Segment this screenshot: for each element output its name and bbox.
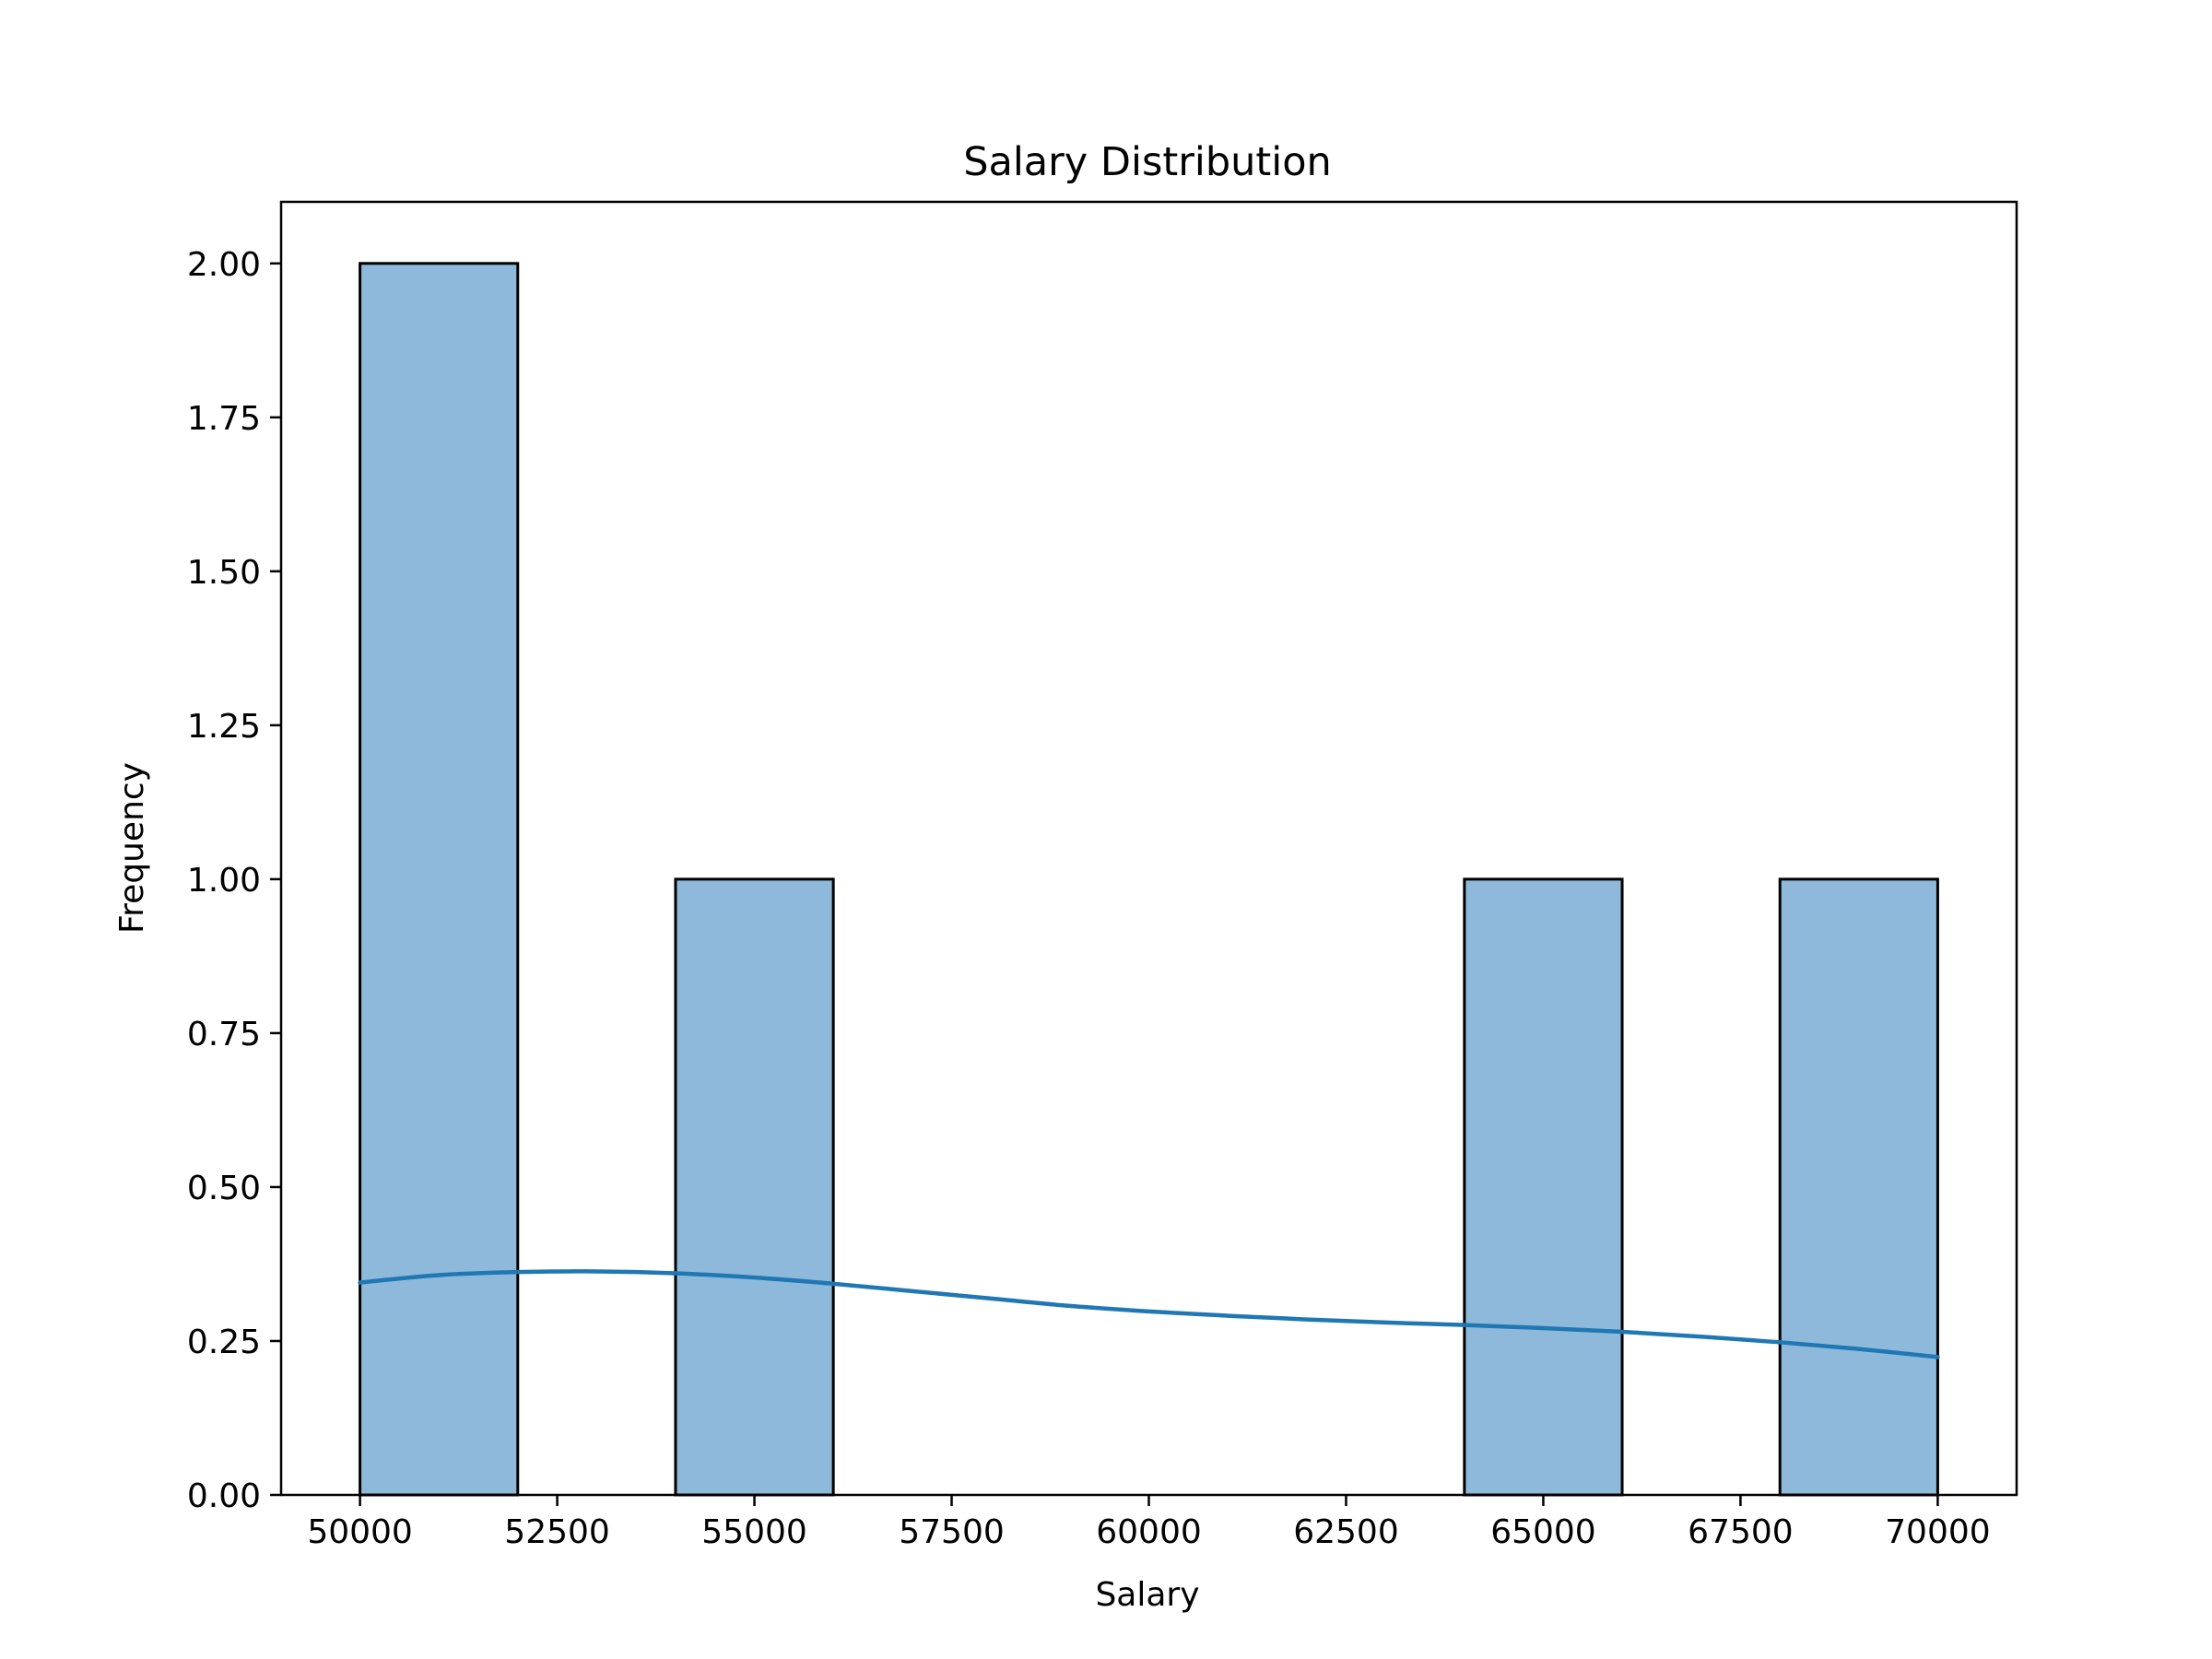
x-axis-ticks: 50000 52500 55000 57500 60000 62500 65000 67500…	[307, 1495, 1991, 1551]
x-tick-label: 67500	[1688, 1513, 1794, 1551]
histogram-bar-4	[1778, 877, 1939, 1497]
histogram-bar-1	[359, 262, 520, 1497]
x-tick-label: 50000	[307, 1513, 413, 1551]
x-tick-label: 60000	[1096, 1513, 1202, 1551]
y-axis-label: Frequency	[113, 762, 151, 934]
chart-title: Salary Distribution	[963, 139, 1332, 185]
kde-line	[358, 1269, 1940, 1359]
y-tick-label: 1.50	[187, 554, 261, 592]
y-tick-label: 0.25	[187, 1324, 261, 1361]
y-tick-label: 0.50	[187, 1170, 261, 1207]
x-tick-label: 52500	[504, 1513, 610, 1551]
histogram-bar-2	[674, 877, 835, 1497]
y-tick-label: 1.00	[187, 862, 261, 900]
bars-group	[359, 262, 1939, 1497]
y-tick-label: 2.00	[187, 246, 261, 284]
x-tick-label: 62500	[1293, 1513, 1399, 1551]
y-tick-label: 1.75	[187, 400, 261, 438]
plot-frame	[279, 200, 2018, 1497]
y-tick-label: 0.75	[187, 1016, 261, 1053]
histogram-bar-3	[1463, 877, 1624, 1497]
x-axis-label: Salary	[1095, 1576, 1199, 1614]
y-tick-label: 0.00	[187, 1477, 261, 1515]
y-tick-label: 1.25	[187, 708, 261, 746]
kde-group	[358, 1269, 1940, 1359]
y-axis-ticks: 0.00 0.25 0.50 0.75 1.00 1.25 1.50 1.75 2.00	[187, 246, 281, 1515]
x-tick-label: 57500	[899, 1513, 1005, 1551]
x-tick-label: 65000	[1490, 1513, 1596, 1551]
x-tick-label: 55000	[701, 1513, 807, 1551]
x-tick-label: 70000	[1885, 1513, 1991, 1551]
